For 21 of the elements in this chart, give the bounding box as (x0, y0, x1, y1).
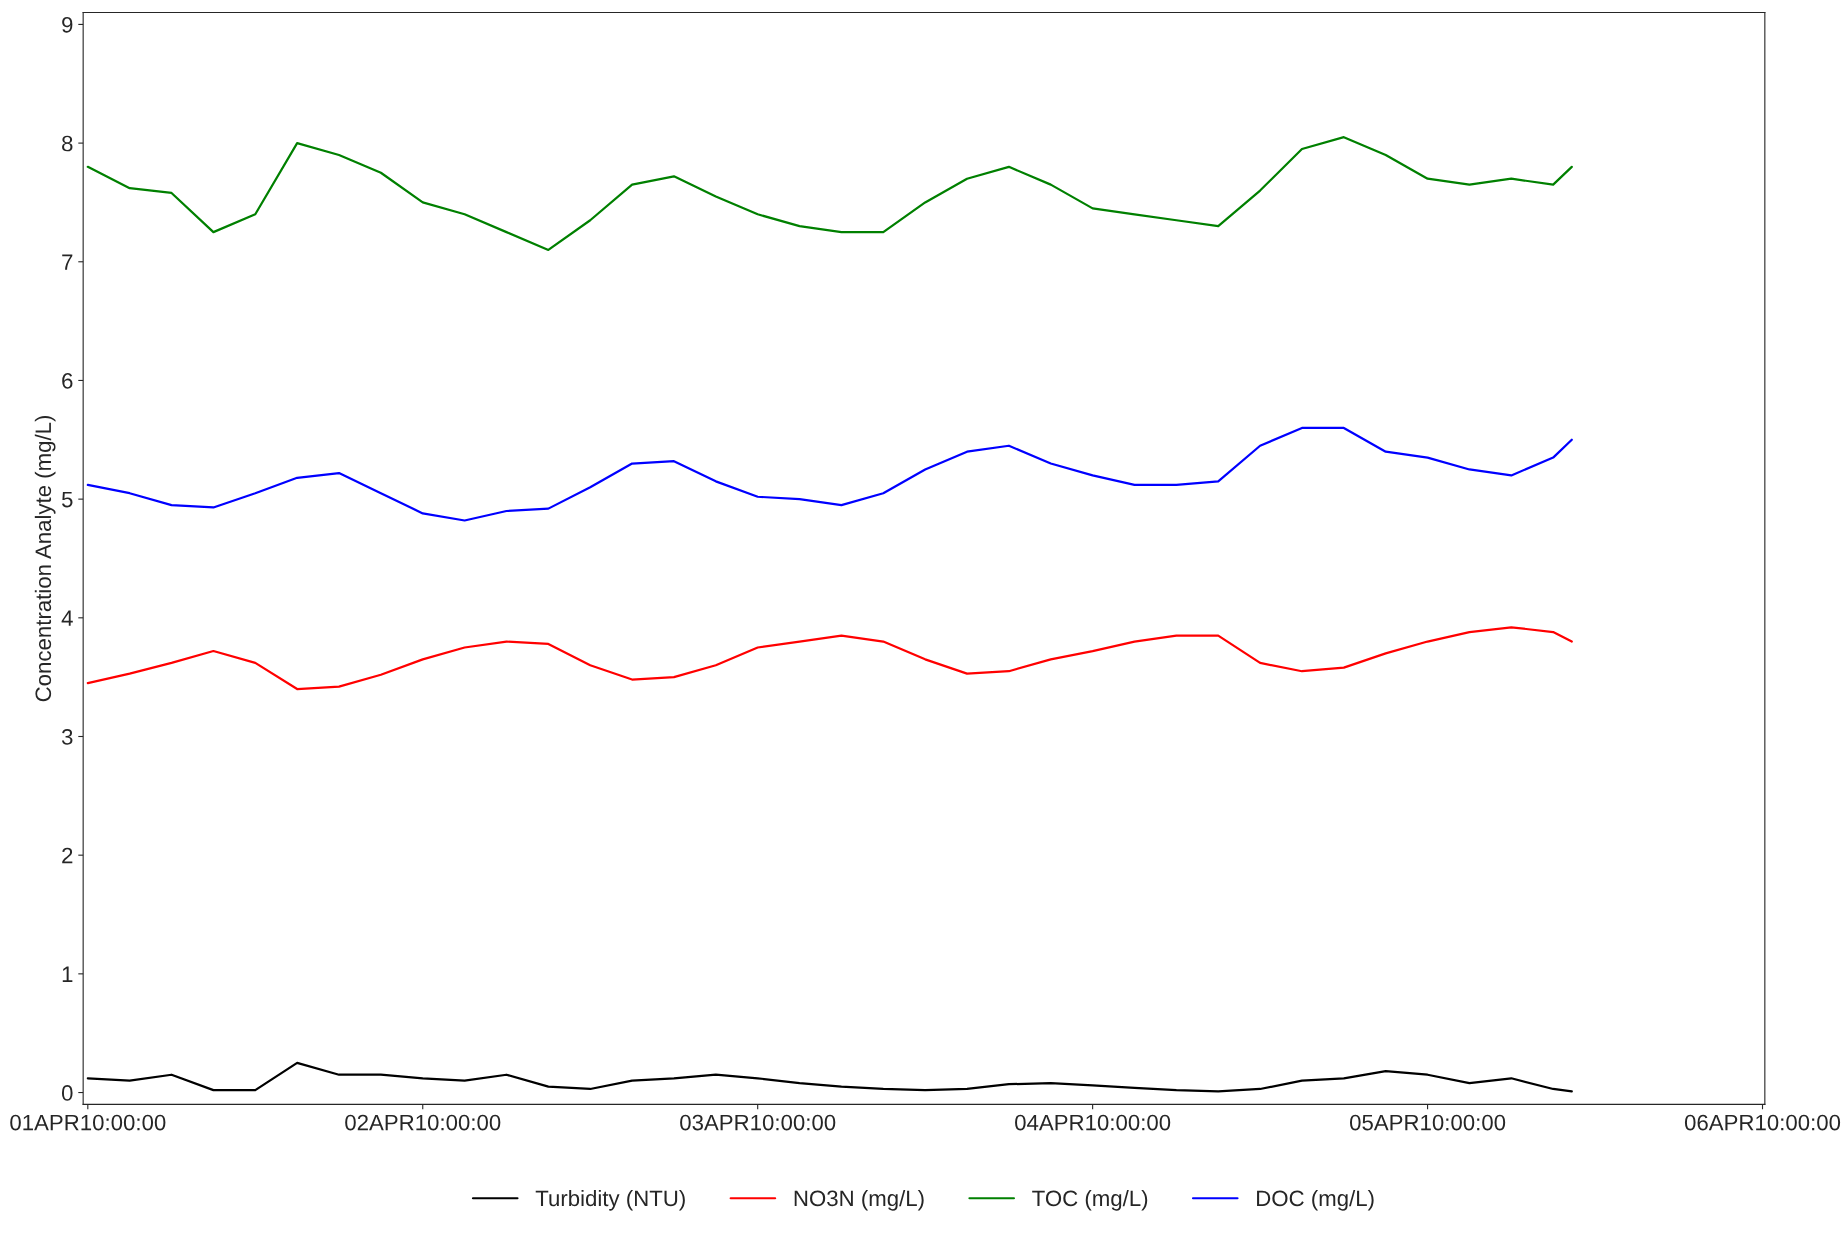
y-tick-label: 7 (62, 254, 73, 270)
y-axis-title: Concentration Analyte (mg/L) (34, 415, 56, 702)
y-tick-label: 3 (61, 729, 73, 745)
y-tick-label: 2 (62, 847, 73, 864)
legend-label: Turbidity (NTU) (535, 1189, 685, 1211)
y-tick-label: 1 (62, 966, 73, 982)
legend-label: DOC (mg/L) (1257, 1189, 1374, 1211)
x-tick-label: 05APR10:00:00 (1349, 1114, 1506, 1131)
y-tick-label: 8 (62, 135, 73, 152)
legend-label: NO3N (mg/L) (794, 1189, 924, 1211)
y-tick-label: 4 (61, 610, 73, 626)
x-tick-label: 03APR10:00:00 (680, 1114, 836, 1131)
y-tick-label: 9 (62, 16, 73, 33)
x-tick-label: 06APR10:00:00 (1684, 1114, 1841, 1131)
x-tick-label: 04APR10:00:00 (1015, 1114, 1171, 1131)
x-tick-label: 02APR10:00:00 (345, 1114, 501, 1131)
legend-label: TOC (mg/L) (1032, 1189, 1148, 1211)
y-tick-label: 0 (61, 1085, 73, 1101)
y-tick-label: 5 (61, 491, 73, 508)
x-tick-label: 01APR10:00:00 (10, 1114, 166, 1131)
y-tick-label: 6 (62, 372, 73, 389)
